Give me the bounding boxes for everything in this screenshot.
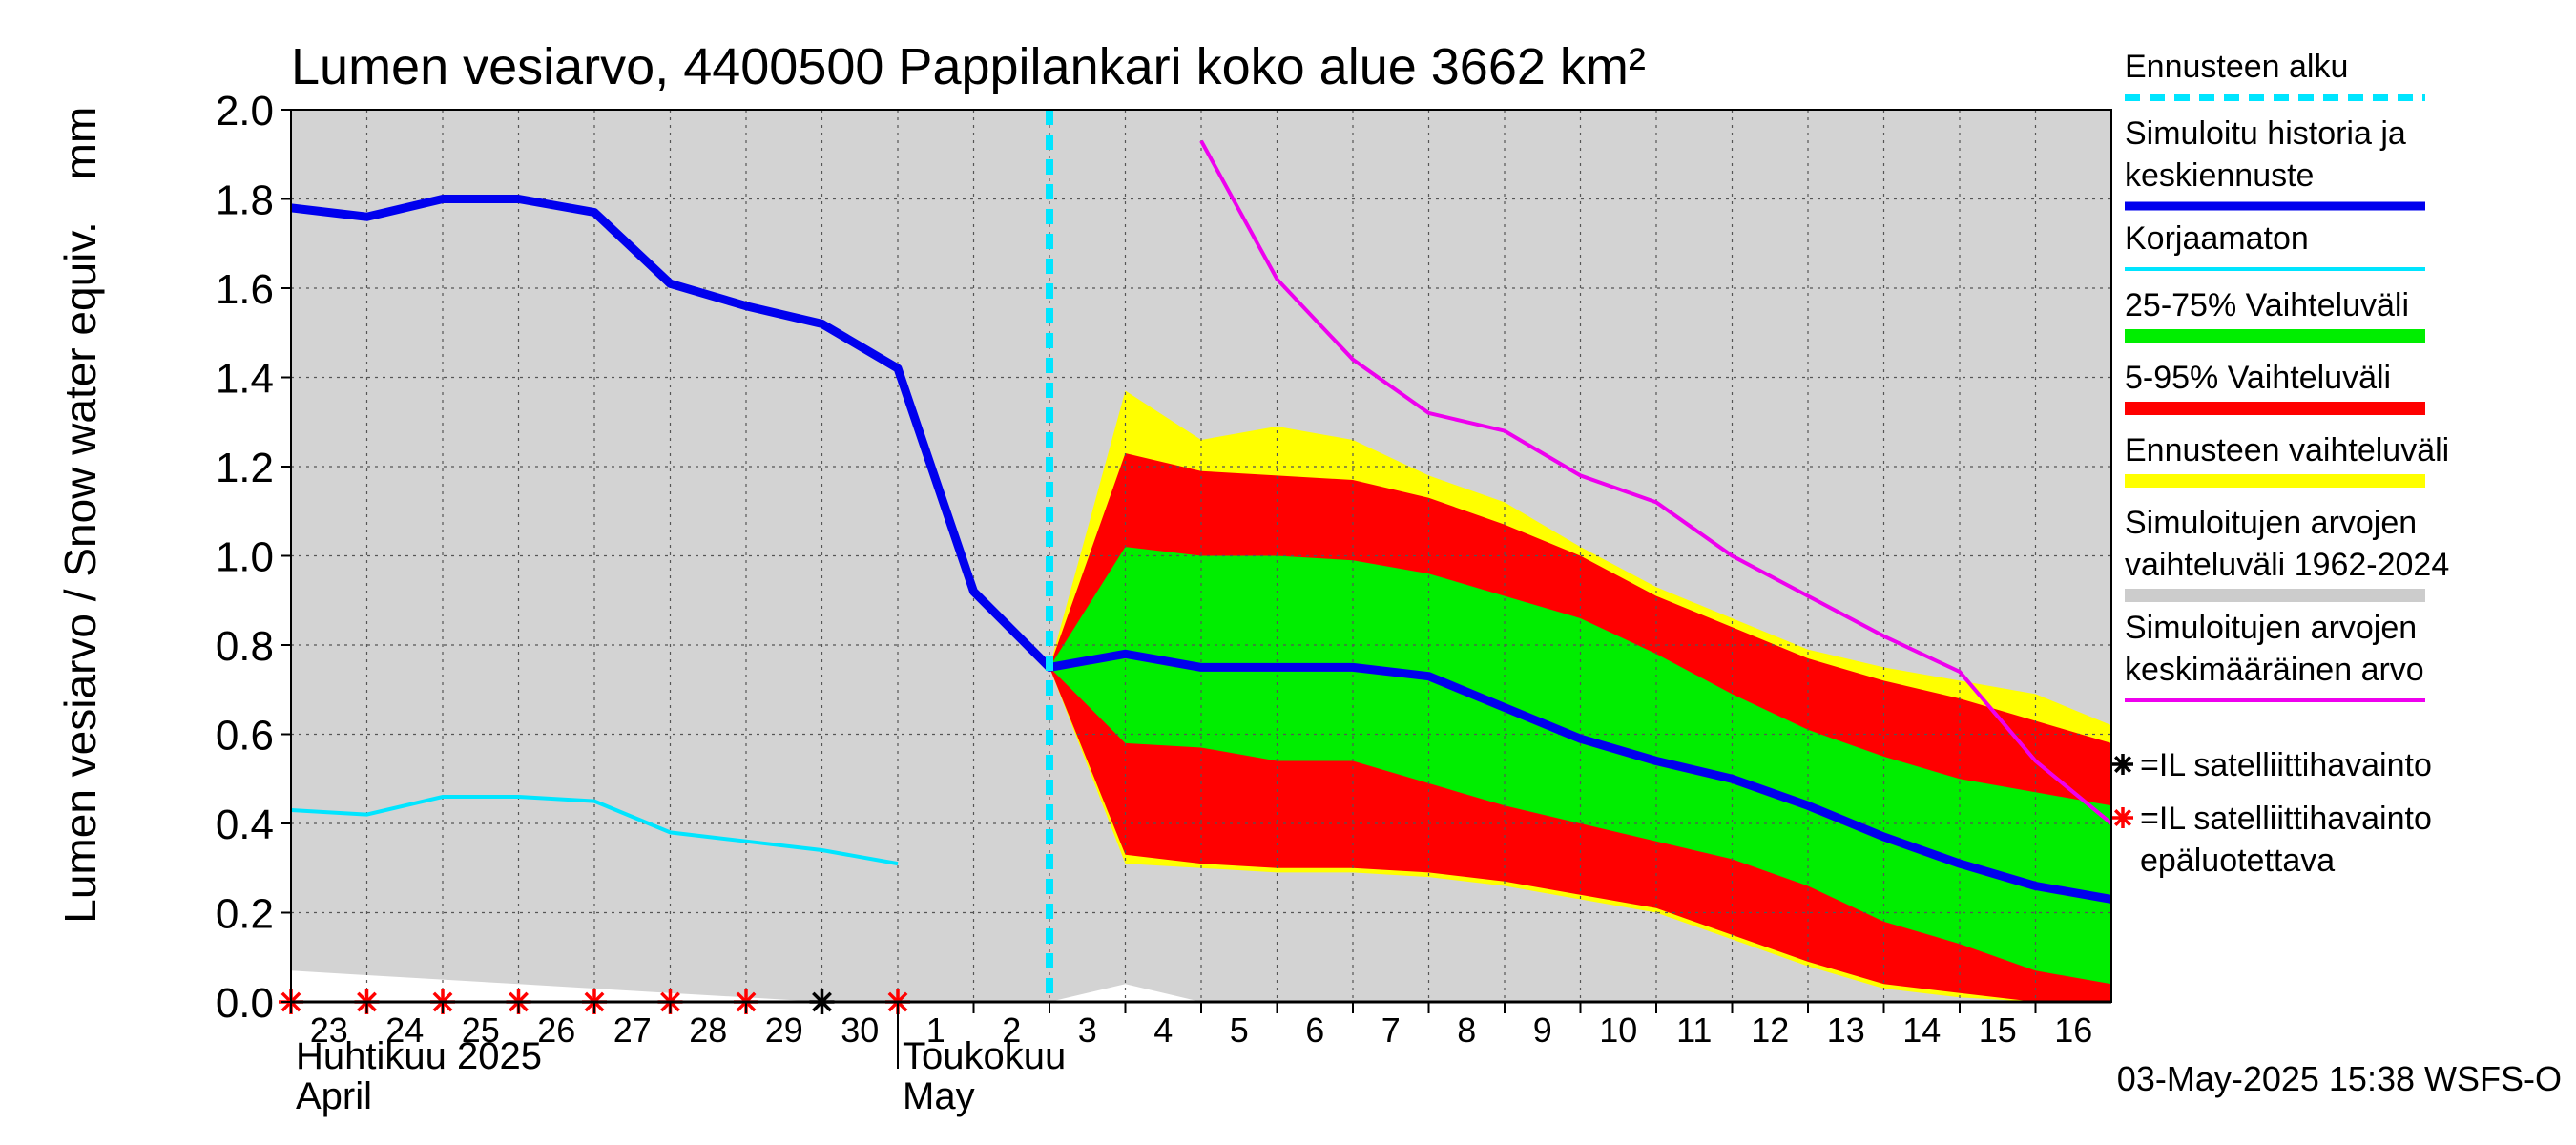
legend-label: epäluotettava [2140,843,2335,879]
timestamp: 03-May-2025 15:38 WSFS-O [2117,1059,2562,1098]
legend: Ennusteen alku Simuloitu historia ja keski… [2112,49,2449,879]
legend-label: keskimääräinen arvo [2125,652,2424,688]
y-tick-label: 1.4 [216,356,274,403]
x-tick-label: 13 [1827,1010,1865,1050]
legend-item: 25-75% Vaihteluväli [2125,287,2425,343]
x-axis: 23 24 25 26 27 28 29 30 1 2 3 4 5 6 7 8 9 10 11 12 13 14 15 16H… [290,1002,2092,1117]
legend-label: Simuloitujen arvojen [2125,505,2417,541]
x-tick-label: 23 [310,1010,348,1050]
plot-content [291,110,2111,1002]
legend-label: Simuloitujen arvojen [2125,610,2417,646]
x-tick-label: 4 [1153,1010,1173,1050]
legend-label: keskiennuste [2125,157,2314,194]
legend-item: Simuloitujen arvojen keskimääräinen arvo [2125,610,2425,702]
x-tick-label: 25 [462,1010,500,1050]
legend-star-icon [2112,754,2133,775]
legend-label: Korjaamaton [2125,220,2309,257]
legend-label: vaihteluväli 1962-2024 [2125,547,2449,583]
y-tick-label: 1.8 [216,177,274,224]
month-label-fi: Huhtikuu 2025 [296,1035,542,1077]
month-label-fi: Toukokuu [903,1035,1066,1077]
y-tick-label: 0.4 [216,802,274,848]
x-tick-label: 3 [1078,1010,1097,1050]
legend-label: =IL satelliittihavainto [2140,747,2432,783]
month-label-en: April [296,1075,372,1117]
y-tick-label: 2.0 [216,88,274,135]
mean-line [1199,139,2111,825]
x-tick-label: 16 [2054,1010,2092,1050]
median-line [291,195,2111,904]
grid [291,110,2111,1002]
x-tick-label: 14 [1902,1010,1941,1050]
legend-label: 5-95% Vaihteluväli [2125,360,2391,396]
x-tick-label: 10 [1599,1010,1637,1050]
chart-title: Lumen vesiarvo, 4400500 Pappilankari kok… [291,38,1646,95]
uncorrected-line [291,795,899,866]
legend-label: =IL satelliittihavainto [2140,801,2432,837]
x-tick-label: 5 [1230,1010,1249,1050]
legend-label: 25-75% Vaihteluväli [2125,287,2409,323]
y-tick-label: 1.0 [216,534,274,581]
x-tick-label: 6 [1305,1010,1324,1050]
legend-item: 5-95% Vaihteluväli [2125,360,2425,415]
x-tick-label: 26 [537,1010,575,1050]
legend-star-icon [2112,807,2133,828]
y-tick-label: 0.8 [216,623,274,670]
legend-item: Simuloitujen arvojen vaihteluväli 1962-20… [2125,505,2449,602]
y-tick-label: 0.6 [216,713,274,760]
x-tick-label: 29 [765,1010,803,1050]
x-tick-label: 2 [1002,1010,1021,1050]
x-tick-label: 8 [1457,1010,1476,1050]
x-tick-label: 1 [926,1010,945,1050]
legend-item: =IL satelliittihavainto epäluotettava [2112,801,2432,879]
month-label-en: May [903,1075,975,1117]
y-tick-label: 1.6 [216,266,274,313]
x-tick-label: 7 [1381,1010,1401,1050]
y-tick-label: 1.2 [216,445,274,491]
legend-item: =IL satelliittihavainto [2112,747,2432,783]
x-tick-label: 9 [1533,1010,1552,1050]
legend-star-icon-stroke [2113,755,2132,774]
x-tick-label: 11 [1676,1010,1712,1050]
legend-star-icon-stroke [2113,808,2132,827]
legend-label: Simuloitu historia ja [2125,115,2406,152]
forecast-band-2 [1049,547,2111,985]
legend-item: Ennusteen alku [2125,49,2425,101]
x-tick-label: 27 [613,1010,652,1050]
y-axis-label: Lumen vesiarvo / Snow water equiv. [55,221,105,924]
x-tick-label: 15 [1979,1010,2017,1050]
legend-label: Ennusteen vaihteluväli [2125,432,2449,468]
y-axis: 0.0 0.2 0.4 0.6 0.8 1.0 1.2 1.4 1.6 1.8 2.0 [216,88,291,1027]
x-tick-label: 12 [1751,1010,1789,1050]
y-tick-label: 0.0 [216,980,274,1027]
legend-label: Ennusteen alku [2125,49,2348,85]
plot-area [279,109,2112,1014]
legend-item: Simuloitu historia ja keskiennuste [2125,115,2425,211]
y-tick-label: 0.2 [216,891,274,938]
legend-item: Korjaamaton [2125,220,2425,271]
x-tick-label: 24 [385,1010,424,1050]
y-axis-unit: mm [55,107,105,180]
x-tick-label: 28 [689,1010,727,1050]
legend-item: Ennusteen vaihteluväli [2125,432,2449,488]
x-tick-label: 30 [841,1010,879,1050]
